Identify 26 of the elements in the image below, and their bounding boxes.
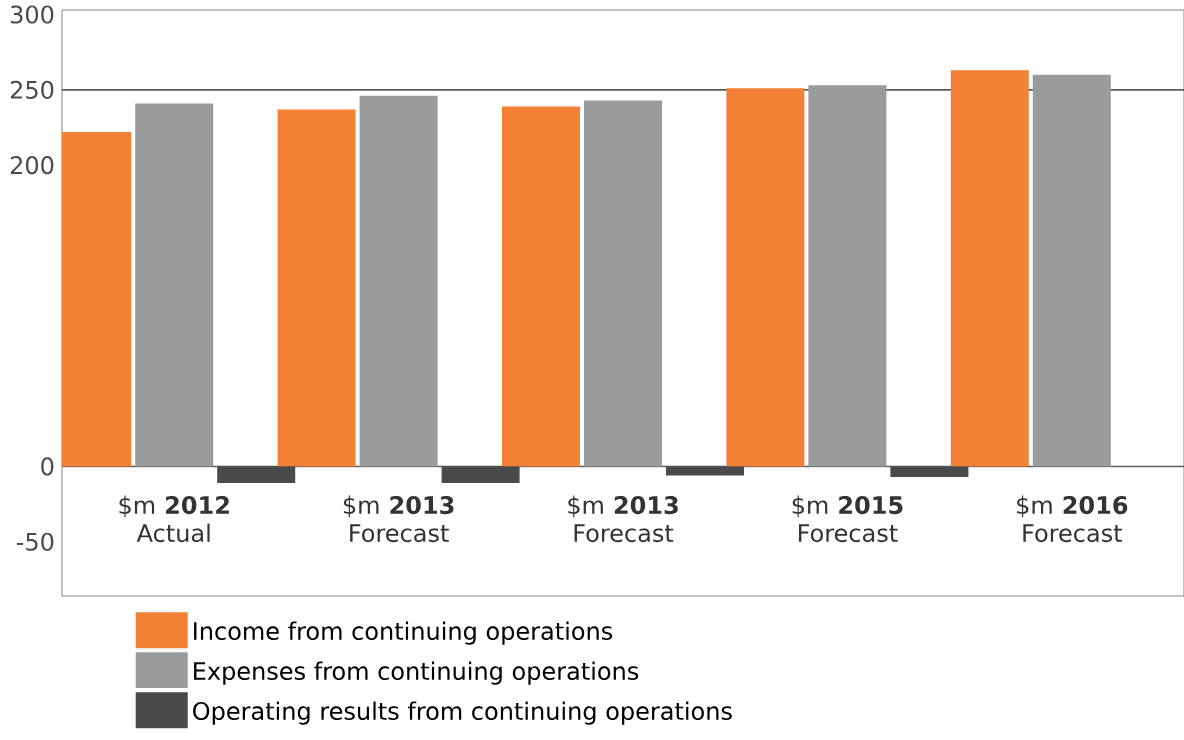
y-tick-label: -50 bbox=[16, 532, 54, 551]
bar bbox=[666, 466, 744, 476]
y-tick-label: 300 bbox=[10, 5, 54, 24]
y-tick-label: 0 bbox=[41, 457, 54, 476]
bar bbox=[217, 466, 296, 484]
bar bbox=[584, 100, 662, 467]
x-tick-label: $m 2013 Forecast bbox=[343, 495, 454, 543]
legend-label: Expenses from continuing operations bbox=[194, 661, 639, 685]
bar bbox=[950, 70, 1029, 467]
bar bbox=[277, 109, 356, 467]
bar bbox=[1032, 74, 1111, 467]
x-tick-label: $m 2016 Forecast bbox=[1017, 495, 1128, 543]
y-tick-label: 200 bbox=[10, 156, 54, 175]
y-tick-label: 250 bbox=[10, 80, 54, 99]
legend-label: Operating results from continuing operations bbox=[193, 701, 732, 725]
bar bbox=[441, 466, 520, 484]
bar bbox=[359, 95, 438, 467]
bar bbox=[890, 466, 969, 477]
legend-label: Income from continuing operations bbox=[194, 621, 613, 645]
x-tick-label: $m 2013 Forecast bbox=[568, 495, 678, 543]
x-tick-label: $m 2012 Actual bbox=[119, 495, 229, 543]
bar bbox=[502, 106, 580, 467]
bar bbox=[726, 88, 805, 467]
bar bbox=[808, 85, 887, 467]
x-tick-label: $m 2015 Forecast bbox=[792, 495, 903, 543]
bar bbox=[135, 103, 214, 467]
